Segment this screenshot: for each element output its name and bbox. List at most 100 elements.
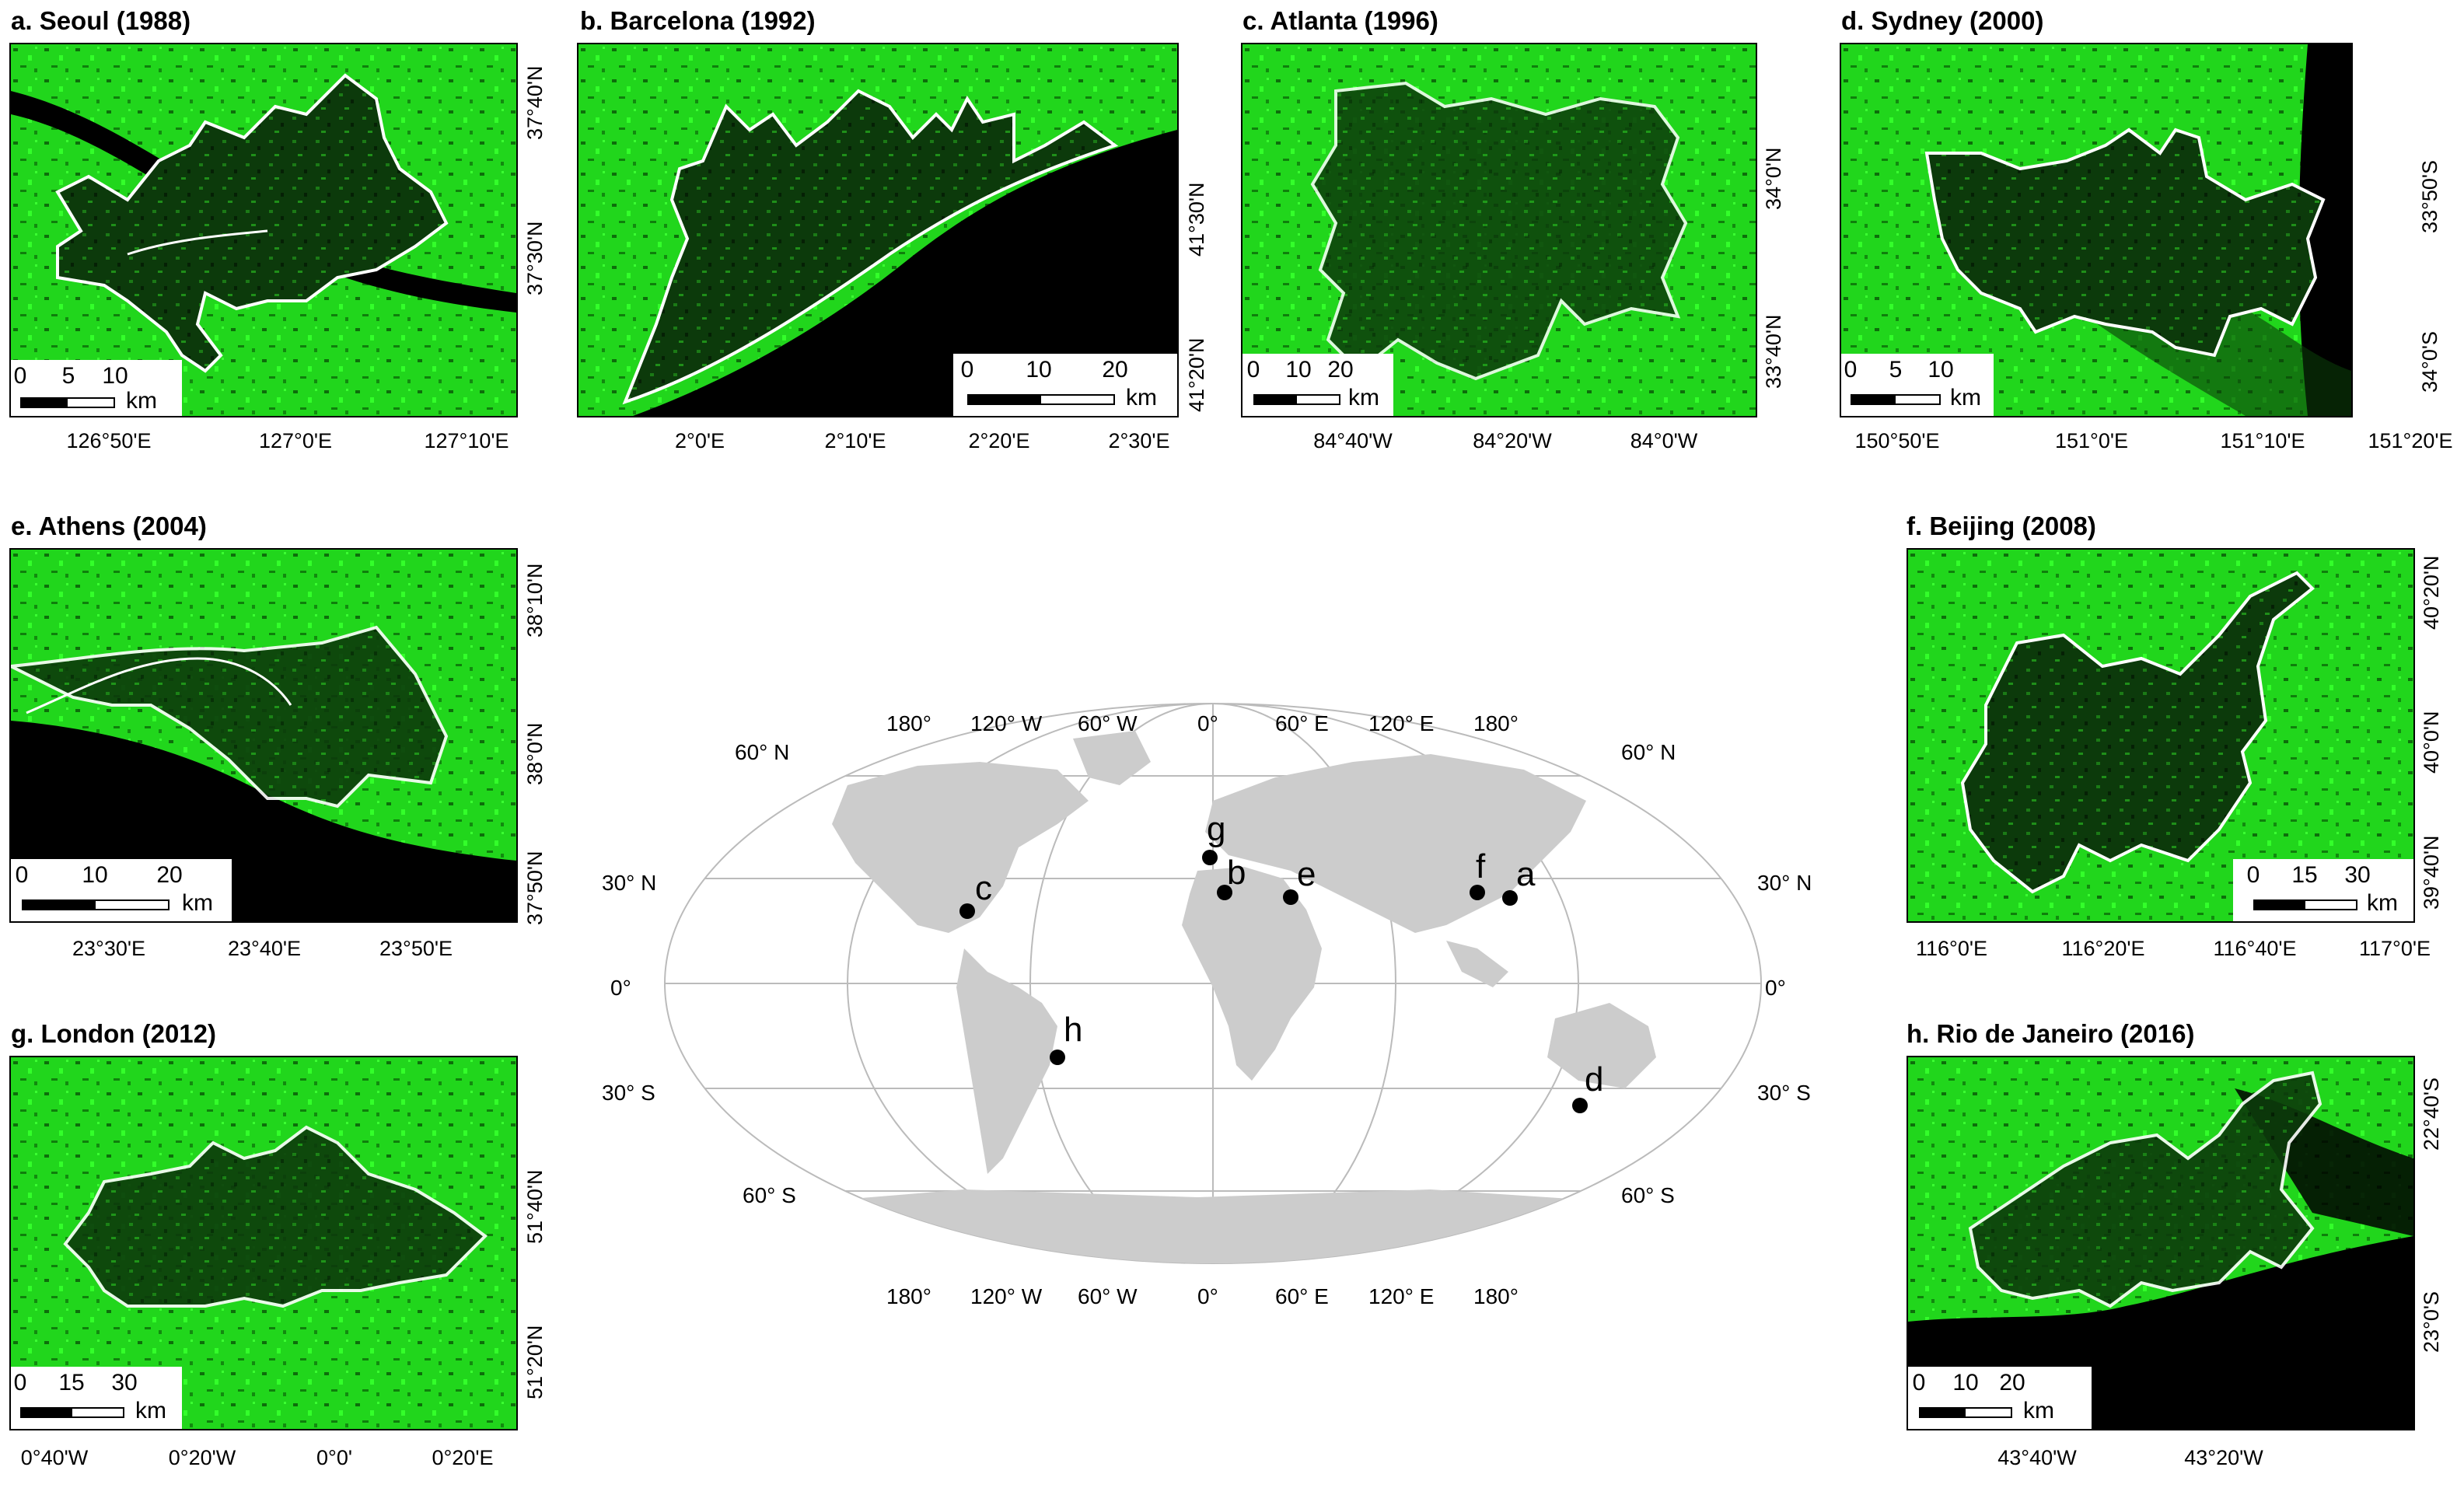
y-tick: 38°0'N [523, 722, 547, 786]
lon-label-bottom: 120° W [970, 1284, 1043, 1308]
scale-0: 0 [15, 862, 29, 888]
lat-label-right: 0° [1765, 976, 1786, 1000]
x-tick: 126°50'E [66, 429, 152, 452]
x-tick: 84°20'W [1473, 429, 1552, 452]
lon-label-bottom: 0° [1197, 1284, 1218, 1308]
y-tick: 23°0'S [2420, 1291, 2443, 1353]
x-tick: 0°20'E [432, 1446, 494, 1469]
scale-0: 0 [13, 363, 27, 389]
x-tick: 117°0'E [2358, 937, 2431, 960]
panel-title-barcelona: b. Barcelona (1992) [580, 6, 816, 35]
x-tick: 0°40'W [20, 1446, 89, 1469]
x-tick: 127°10'E [424, 429, 509, 452]
panel-title-beijing: f. Beijing (2008) [1907, 512, 2096, 540]
lon-label-top: 120° E [1368, 711, 1435, 735]
lat-label-right: 60° S [1621, 1183, 1675, 1207]
lat-label-left: 60° S [743, 1183, 796, 1207]
city-dot-seoul [1502, 890, 1518, 906]
x-tick: 43°40'W [1997, 1446, 2077, 1469]
x-tick: 2°10'E [824, 429, 886, 452]
scale-0: 0 [1912, 1370, 1926, 1395]
scale-bar-sydney: 0 5 10 km [1841, 354, 1994, 416]
x-tick: 0°20'W [168, 1446, 236, 1469]
scale-unit: km [182, 890, 213, 916]
x-tick: 127°0'E [258, 429, 333, 452]
scale-0: 0 [960, 357, 974, 382]
scale-bar-london: 0 15 30 km [11, 1367, 182, 1429]
scale-bar-seoul: 0 5 10 km [11, 360, 182, 416]
scale-max: 20 [1102, 357, 1128, 382]
map-panel-athens: 0 10 20 km [9, 548, 518, 923]
scale-bar-athens: 0 10 20 km [11, 859, 232, 921]
x-tick: 116°40'E [2213, 937, 2297, 960]
scale-unit: km [2023, 1398, 2054, 1423]
world-locator-map: a b c d e f g h [653, 692, 1773, 1275]
scale-mid: 10 [1026, 357, 1052, 382]
lon-label-bottom: 120° E [1368, 1284, 1435, 1308]
panel-title-london: g. London (2012) [11, 1019, 216, 1048]
city-dot-beijing [1470, 885, 1485, 900]
y-tick: 51°40'N [523, 1169, 547, 1244]
scale-bar-beijing: 0 15 30 km [2233, 859, 2413, 921]
scale-unit: km [1950, 385, 1981, 410]
scale-mid: 15 [58, 1370, 85, 1395]
map-panel-barcelona: 0 10 20 km [577, 43, 1179, 417]
x-tick: 151°0'E [2054, 429, 2129, 452]
y-tick: 39°40'N [2420, 835, 2443, 910]
lon-label-top: 0° [1197, 711, 1218, 735]
scale-unit: km [1126, 385, 1157, 410]
scale-unit: km [2367, 890, 2398, 916]
city-dot-barcelona [1217, 885, 1232, 900]
y-tick: 22°40'S [2420, 1077, 2443, 1151]
x-tick: 116°20'E [2061, 937, 2145, 960]
scale-mid: 10 [82, 862, 108, 888]
x-tick: 0°0' [316, 1446, 352, 1469]
y-tick: 34°0'S [2418, 330, 2441, 393]
lon-label-bottom: 180° [1473, 1284, 1519, 1308]
y-tick: 41°20'N [1185, 337, 1208, 412]
scale-unit: km [135, 1398, 166, 1423]
x-tick: 2°30'E [1108, 429, 1170, 452]
city-label-e: e [1297, 855, 1316, 893]
y-tick: 34°0'N [1762, 147, 1785, 211]
y-tick: 37°40'N [523, 65, 547, 140]
scale-max: 10 [1928, 357, 1954, 382]
x-tick: 2°0'E [675, 429, 725, 452]
lon-label-bottom: 180° [886, 1284, 931, 1308]
city-label-f: f [1476, 847, 1486, 885]
scale-0: 0 [1246, 357, 1260, 382]
scale-mid: 10 [1952, 1370, 1979, 1395]
satellite-image-seoul [11, 44, 516, 416]
lon-label-top: 180° [1473, 711, 1519, 735]
x-tick: 116°0'E [1915, 937, 1988, 960]
x-tick: 151°10'E [2220, 429, 2305, 452]
map-panel-atlanta: 0 10 20 km [1241, 43, 1757, 417]
y-tick: 33°40'N [1762, 314, 1785, 389]
x-tick: 23°40'E [227, 937, 302, 960]
lon-label-top: 60° E [1275, 711, 1329, 735]
lat-label-right: 30° N [1757, 871, 1812, 895]
x-tick: 23°50'E [379, 937, 453, 960]
city-dot-sydney [1572, 1098, 1588, 1113]
map-panel-beijing: 0 15 30 km [1907, 548, 2415, 923]
x-tick: 150°50'E [1854, 429, 1940, 452]
y-tick: 37°30'N [523, 221, 547, 295]
lat-label-right: 60° N [1621, 740, 1676, 764]
x-tick: 43°20'W [2184, 1446, 2263, 1469]
city-label-b: b [1227, 854, 1246, 892]
scale-0: 0 [1844, 357, 1858, 382]
y-tick: 40°0'N [2420, 711, 2443, 774]
lat-label-right: 30° S [1757, 1081, 1811, 1105]
panel-title-atlanta: c. Atlanta (1996) [1242, 6, 1438, 35]
panel-title-athens: e. Athens (2004) [11, 512, 207, 540]
lon-label-top: 180° [886, 711, 931, 735]
city-label-g: g [1207, 810, 1226, 848]
lon-label-bottom: 60° W [1078, 1284, 1138, 1308]
satellite-image-london [11, 1057, 516, 1429]
lon-label-top: 120° W [970, 711, 1043, 735]
lon-label-bottom: 60° E [1275, 1284, 1329, 1308]
scale-unit: km [1348, 385, 1379, 410]
y-tick: 40°20'N [2420, 555, 2443, 630]
scale-0: 0 [13, 1370, 27, 1395]
lat-label-left: 60° N [735, 740, 790, 764]
